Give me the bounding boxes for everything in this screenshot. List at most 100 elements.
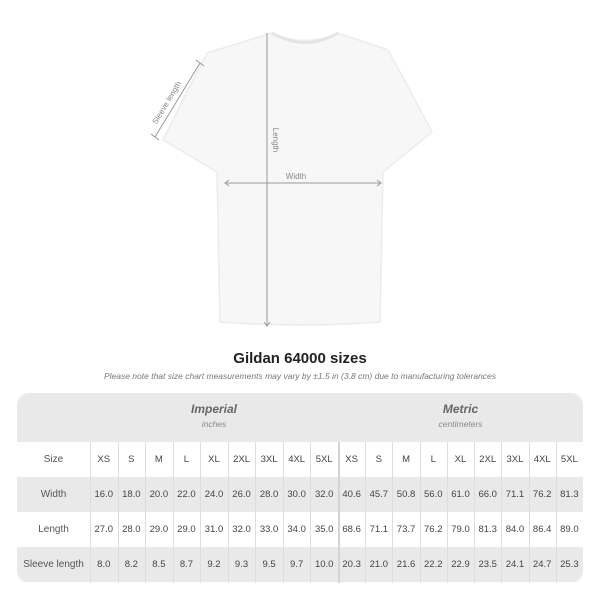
imperial-cell: 29.0 — [177, 524, 196, 535]
imperial-cell: 16.0 — [94, 489, 114, 500]
metric-cell: 61.0 — [451, 489, 470, 500]
metric-cell: 73.7 — [396, 524, 416, 535]
metric-cell: XS — [345, 454, 358, 465]
imperial-cell: 2XL — [233, 454, 250, 465]
imperial-cell: 3XL — [260, 454, 278, 465]
table-row: Length 27.0 28.0 29.0 29.0 31.0 32.0 33.0 34.0 35… — [17, 512, 583, 547]
imperial-cell: 9.7 — [290, 559, 304, 570]
column-divider — [227, 442, 229, 583]
metric-cell: 81.3 — [560, 489, 579, 500]
imperial-cell: M — [154, 454, 163, 465]
imperial-cell: 5XL — [315, 454, 333, 465]
imperial-cell: 18.0 — [122, 489, 141, 500]
metric-cell: 3XL — [506, 454, 524, 465]
metric-cell: 71.1 — [505, 489, 525, 500]
metric-cell: 45.7 — [369, 489, 389, 500]
metric-cell: 40.6 — [342, 489, 361, 500]
column-divider — [90, 442, 91, 583]
metric-cell: 22.9 — [451, 559, 470, 570]
column-divider — [474, 442, 476, 583]
imperial-cell: 9.3 — [234, 559, 249, 570]
metric-cell: 66.0 — [478, 489, 497, 500]
metric-title: Metric — [442, 402, 479, 416]
imperial-cell: XL — [208, 454, 220, 465]
imperial-cell: 28.0 — [259, 489, 279, 500]
metric-cell: 4XL — [533, 454, 551, 465]
metric-cell: 50.8 — [396, 489, 416, 500]
imperial-cell: 8.7 — [179, 559, 194, 570]
metric-cell: 24.7 — [532, 559, 552, 570]
imperial-cell: 29.0 — [149, 524, 169, 535]
metric-cell: 20.3 — [342, 559, 361, 570]
metric-cell: 21.6 — [396, 559, 416, 570]
metric-cell: 23.5 — [478, 559, 497, 570]
metric-cell: 89.0 — [560, 524, 579, 535]
metric-cell: 81.3 — [478, 524, 497, 535]
metric-unit: centimeters — [438, 419, 483, 429]
column-divider — [365, 442, 367, 583]
table-row: Size XS S M L XL 2XL 3XL 4XL 5XL XS S M L XL 2XL 3XL 4XL 5… — [17, 442, 583, 477]
metric-cell: XL — [454, 454, 467, 465]
imperial-cell: 32.0 — [232, 524, 251, 535]
imperial-cell: 33.0 — [259, 524, 279, 535]
metric-cell: 76.2 — [532, 489, 552, 500]
column-divider — [117, 442, 119, 583]
imperial-cell: 31.0 — [204, 524, 224, 535]
column-divider — [392, 442, 394, 583]
column-divider — [282, 442, 284, 583]
imperial-cell: 20.0 — [149, 489, 169, 500]
imperial-cell: 24.0 — [204, 489, 224, 500]
imperial-cell: 26.0 — [232, 489, 251, 500]
metric-cell: 71.1 — [369, 524, 389, 535]
imperial-cell: XS — [97, 454, 111, 465]
table-row: Width 16.0 18.0 20.0 22.0 24.0 26.0 28.0 30.0 32.… — [17, 477, 583, 512]
metric-cell: L — [430, 454, 436, 465]
metric-cell: 5XL — [560, 454, 578, 465]
metric-cell: 21.0 — [369, 559, 389, 570]
imperial-cell: 35.0 — [314, 524, 334, 535]
imperial-cell: 10.0 — [314, 559, 334, 570]
imperial-cell: 28.0 — [122, 524, 141, 535]
metric-cell: M — [402, 454, 410, 465]
row-label: Sleeve length — [23, 559, 84, 570]
size-table: Imperial inches Metric centimeters Size X… — [17, 393, 583, 583]
imperial-cell: S — [128, 454, 135, 465]
row-label: Width — [40, 489, 67, 500]
column-divider — [338, 442, 340, 583]
column-divider — [310, 442, 312, 583]
table-row: Sleeve length 8.0 8.2 8.5 8.7 9.2 9.3 9.5 9.7 10.… — [17, 547, 583, 582]
imperial-cell: 34.0 — [287, 524, 306, 535]
table-header: Imperial inches Metric centimeters — [17, 393, 583, 442]
metric-cell: 76.2 — [424, 524, 443, 535]
column-divider — [501, 442, 503, 583]
metric-cell: 79.0 — [451, 524, 470, 535]
metric-cell: 24.1 — [505, 559, 525, 570]
column-divider — [555, 442, 557, 583]
metric-cell: 68.6 — [342, 524, 361, 535]
imperial-unit: inches — [201, 419, 227, 429]
row-label: Size — [43, 454, 64, 465]
imperial-cell: 30.0 — [287, 489, 306, 500]
imperial-cell: 8.0 — [97, 559, 111, 570]
column-divider — [419, 442, 421, 583]
metric-cell: 25.3 — [560, 559, 579, 570]
column-divider — [200, 442, 202, 583]
sleeve-line — [154, 62, 201, 138]
length-label: Length — [271, 128, 280, 152]
row-label: Length — [38, 524, 69, 535]
width-label: Width — [286, 172, 306, 181]
metric-cell: 86.4 — [532, 524, 552, 535]
column-divider — [145, 442, 147, 583]
column-divider — [446, 442, 448, 583]
imperial-cell: 32.0 — [314, 489, 334, 500]
imperial-cell: L — [183, 454, 190, 465]
metric-cell: 22.2 — [424, 559, 443, 570]
imperial-cell: 27.0 — [94, 524, 114, 535]
tshirt-diagram: Width Length Sleeve length — [151, 31, 433, 327]
metric-group: Metric centimeters — [338, 402, 583, 429]
imperial-cell: 8.2 — [124, 559, 138, 570]
imperial-title: Imperial — [190, 402, 238, 416]
metric-cell: 84.0 — [505, 524, 525, 535]
imperial-cell: 9.2 — [207, 559, 221, 570]
tolerance-note: Please note that size chart measurements… — [103, 371, 497, 381]
